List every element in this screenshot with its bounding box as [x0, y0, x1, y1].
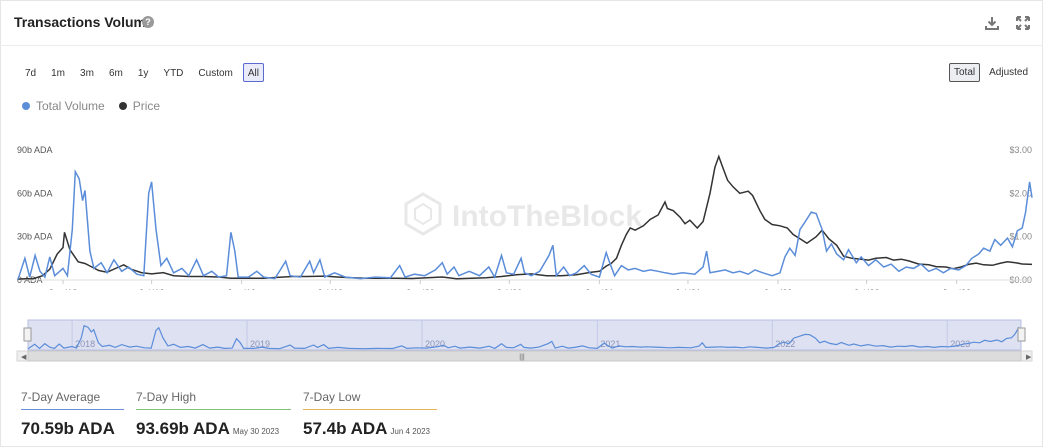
- range-button-6m[interactable]: 6m: [108, 68, 123, 79]
- x-tick-label: Jan '18: [49, 288, 78, 290]
- stat-7day-high: 7-Day High 93.69b ADA May 30 2023: [136, 390, 291, 439]
- x-tick-label: Jul '20: [496, 288, 522, 290]
- scroll-left-arrow-icon[interactable]: ◀: [21, 354, 27, 361]
- widget-header: Transactions Volume ?: [0, 0, 1043, 46]
- legend-label-volume: Total Volume: [36, 99, 105, 113]
- stat-low-date: Jun 4 2023: [390, 427, 430, 436]
- time-range-selector: 7d 1m 3m 6m 1y YTD Custom All: [20, 63, 264, 82]
- x-tick-label: Jan '21: [585, 288, 614, 290]
- legend-dot-volume: [22, 102, 30, 110]
- series-line-price: [17, 154, 1033, 280]
- stat-value-average: 70.59b ADA: [21, 419, 124, 439]
- watermark: IntoTheBlock: [404, 192, 642, 236]
- watermark-logo-icon: [404, 192, 442, 236]
- navigator-scrollbar-thumb[interactable]: [27, 350, 1022, 362]
- stat-high-date: May 30 2023: [232, 427, 280, 436]
- stat-high-number: 93.69b ADA: [136, 419, 230, 438]
- y-right-tick-label: $2.00: [1009, 188, 1032, 198]
- navigator-tick-label: 2019: [250, 339, 270, 349]
- legend-item-price[interactable]: Price: [118, 99, 161, 113]
- stat-7day-low: 7-Day Low 57.4b ADA Jun 4 2023: [303, 390, 437, 439]
- y-right-tick-label: $3.00: [1009, 145, 1032, 155]
- mode-selector: Total Adjusted: [949, 63, 1033, 82]
- download-icon[interactable]: [984, 15, 1000, 31]
- stat-7day-average: 7-Day Average 70.59b ADA: [21, 390, 124, 439]
- stat-label-average: 7-Day Average: [21, 390, 124, 410]
- range-button-1y[interactable]: 1y: [137, 68, 149, 79]
- widget-title: Transactions Volume: [14, 14, 154, 30]
- navigator-handle-left[interactable]: [23, 327, 32, 342]
- stat-label-low: 7-Day Low: [303, 390, 437, 410]
- x-tick-label: Jul '19: [317, 288, 343, 290]
- range-button-all[interactable]: All: [242, 63, 264, 82]
- series-line-total-volume: [17, 168, 1033, 280]
- range-button-3m[interactable]: 3m: [80, 68, 94, 79]
- scroll-grip-icon[interactable]: |||: [519, 354, 525, 361]
- x-tick-label: Jan '20: [406, 288, 435, 290]
- y-right-tick-label: $1.00: [1009, 232, 1032, 242]
- legend-label-price: Price: [132, 99, 161, 113]
- stat-value-low: 57.4b ADA Jun 4 2023: [303, 419, 437, 439]
- x-axis: Jan '18 Jul '18 Jan '19 Jul '19 Jan '20 Jul '…: [49, 280, 971, 290]
- stats-row: 7-Day Average 70.59b ADA 7-Day High 93.6…: [21, 390, 437, 439]
- navigator-handle-right[interactable]: [1017, 327, 1026, 342]
- x-tick-label: Jan '19: [227, 288, 256, 290]
- navigator-tick-label: 2022: [775, 339, 795, 349]
- x-tick-label: Jan '22: [764, 288, 793, 290]
- mode-button-adjusted[interactable]: Adjusted: [989, 67, 1029, 78]
- navigator-line: [27, 324, 1022, 350]
- range-navigator[interactable]: 2018 2019 2020 2021 2022 2023 ◀ ▶ |||: [0, 316, 1043, 364]
- navigator-tick-label: 2020: [425, 339, 445, 349]
- x-tick-label: Jul '21: [675, 288, 701, 290]
- y-left-tick-label: 90b ADA: [17, 145, 53, 155]
- y-left-tick-label: 60b ADA: [17, 188, 53, 198]
- watermark-text: IntoTheBlock: [452, 200, 642, 233]
- range-button-ytd[interactable]: YTD: [163, 68, 184, 79]
- chart-legend: Total Volume Price: [22, 99, 160, 113]
- stat-label-high: 7-Day High: [136, 390, 291, 410]
- range-button-custom[interactable]: Custom: [198, 68, 233, 79]
- scroll-right-arrow-icon[interactable]: ▶: [1026, 354, 1032, 361]
- x-tick-label: Jan '23: [942, 288, 971, 290]
- fullscreen-icon[interactable]: [1015, 15, 1031, 31]
- stat-value-high: 93.69b ADA May 30 2023: [136, 419, 291, 439]
- range-button-1m[interactable]: 1m: [51, 68, 66, 79]
- x-tick-label: Jul '22: [854, 288, 880, 290]
- navigator-tick-label: 2018: [75, 339, 95, 349]
- navigator-grid: 2018 2019 2020 2021 2022 2023: [71, 320, 970, 350]
- range-button-7d[interactable]: 7d: [25, 68, 37, 79]
- x-tick-label: Jul '18: [139, 288, 165, 290]
- navigator-tick-label: 2021: [600, 339, 620, 349]
- question-icon[interactable]: ?: [142, 16, 154, 28]
- mode-button-total[interactable]: Total: [949, 63, 981, 82]
- y-left-tick-label: 30b ADA: [17, 232, 53, 242]
- navigator-tick-label: 2023: [950, 339, 970, 349]
- legend-item-total-volume[interactable]: Total Volume: [22, 99, 105, 113]
- legend-dot-price: [118, 102, 127, 110]
- stat-average-number: 70.59b ADA: [21, 419, 115, 438]
- stat-low-number: 57.4b ADA: [303, 419, 388, 438]
